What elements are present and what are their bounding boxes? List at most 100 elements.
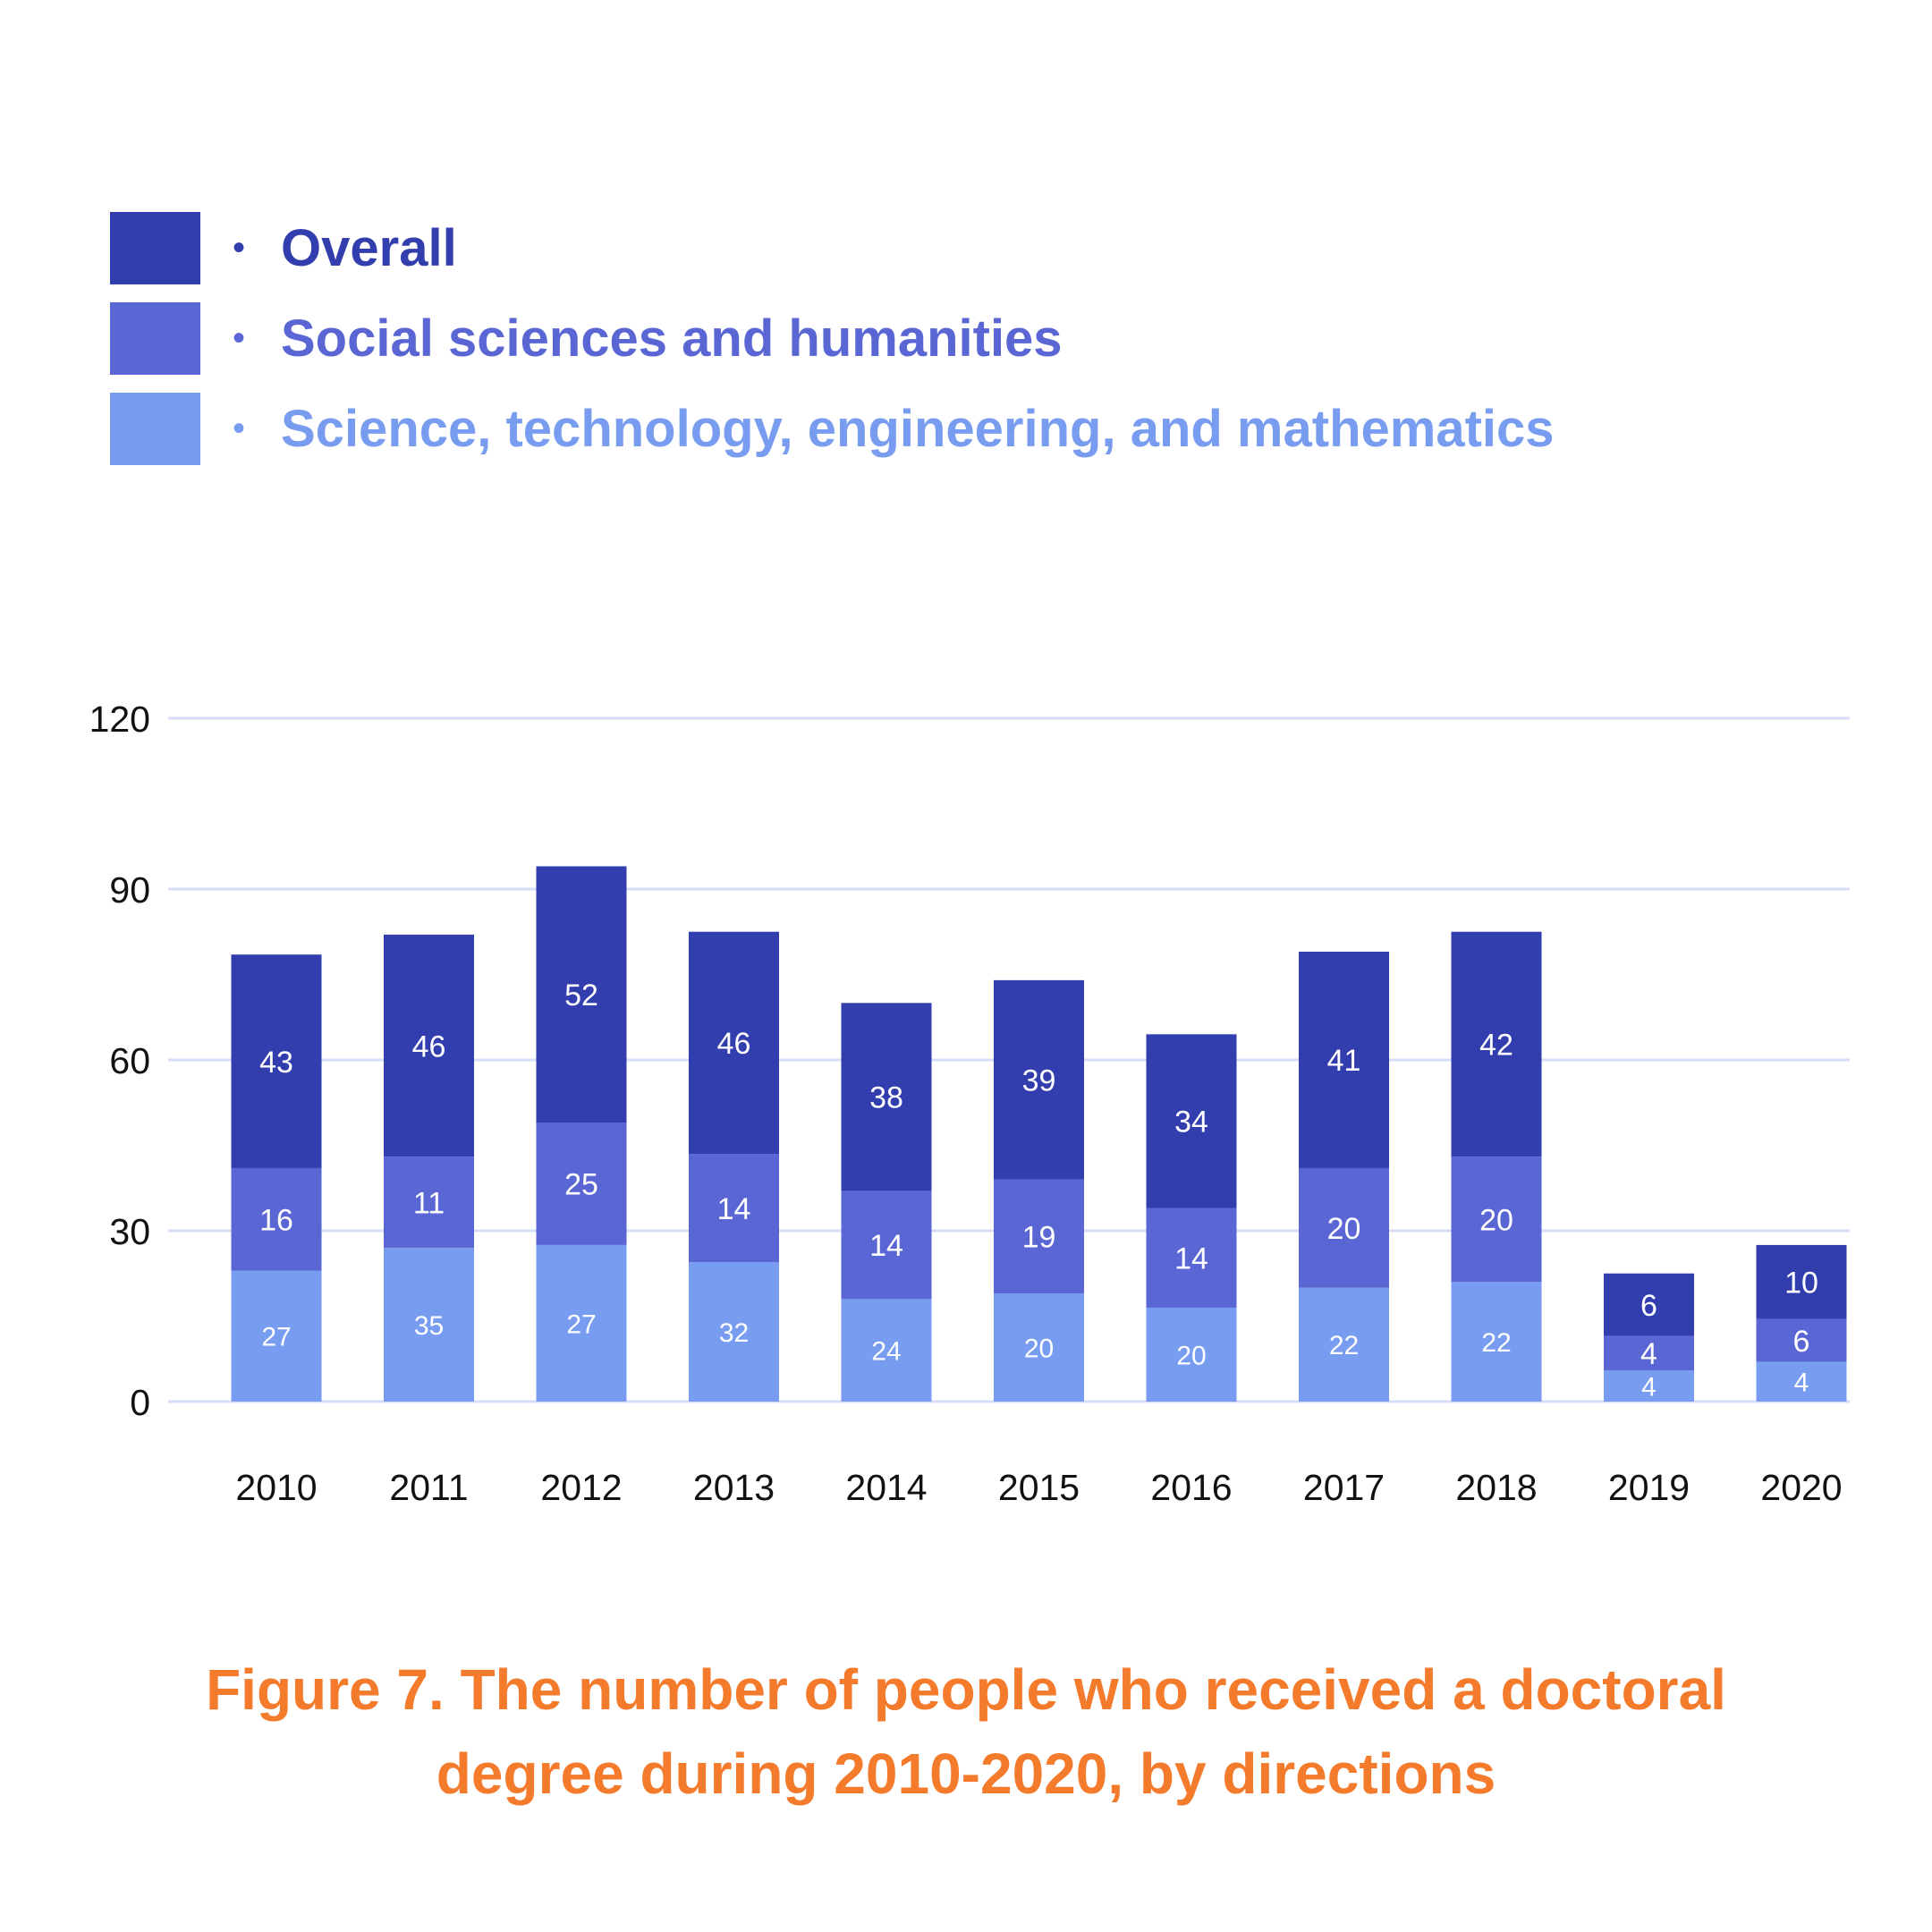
bar-segment-stem	[1604, 1369, 1694, 1402]
x-tick-label: 2015	[998, 1467, 1080, 1508]
data-label: 14	[717, 1192, 751, 1226]
bar-segment-stem	[536, 1244, 627, 1402]
bar-segment-stem	[1756, 1361, 1847, 1402]
bar-segment-overall	[1604, 1273, 1694, 1336]
bar-segment-stem	[1451, 1282, 1542, 1402]
x-tick-label: 2020	[1760, 1467, 1842, 1508]
caption-line-2: degree during 2010-2020, by directions	[436, 1741, 1496, 1806]
data-label: 20	[1327, 1212, 1361, 1246]
legend-item-social-sciences: • Social sciences and humanities	[110, 293, 1555, 384]
data-label: 46	[412, 1030, 446, 1063]
legend-bullet: •	[233, 409, 246, 448]
bar-segment-stem	[1146, 1307, 1237, 1402]
y-tick-label: 60	[109, 1040, 150, 1081]
data-label: 43	[259, 1046, 293, 1080]
bar-segment-social-sciences	[1756, 1318, 1847, 1362]
data-label: 20	[1176, 1341, 1206, 1370]
y-tick-label: 90	[109, 869, 150, 911]
x-tick-label: 2017	[1303, 1467, 1385, 1508]
bar-segment-overall	[384, 934, 474, 1157]
bar-segment-overall	[841, 1003, 932, 1191]
x-tick-label: 2013	[693, 1467, 775, 1508]
bar-segment-social-sciences	[1146, 1208, 1237, 1308]
x-tick-label: 2012	[540, 1467, 622, 1508]
data-label: 20	[1479, 1203, 1513, 1237]
bar-segment-social-sciences	[841, 1191, 932, 1300]
bars	[231, 866, 1847, 1402]
legend-item-stem: • Science, technology, engineering, and …	[110, 384, 1555, 474]
data-label: 41	[1327, 1044, 1361, 1078]
data-label: 35	[414, 1311, 444, 1341]
legend-bullet: •	[233, 318, 246, 358]
bar-segment-stem	[1299, 1287, 1389, 1402]
data-label: 24	[871, 1336, 901, 1366]
x-tick-label: 2018	[1455, 1467, 1537, 1508]
data-label: 14	[869, 1229, 903, 1263]
bar-segment-overall	[536, 866, 627, 1123]
bar-segment-social-sciences	[689, 1154, 779, 1263]
data-label: 22	[1329, 1331, 1359, 1360]
data-label: 10	[1784, 1267, 1818, 1301]
data-label: 46	[717, 1027, 751, 1061]
legend-bullet: •	[233, 228, 246, 267]
data-label: 27	[261, 1323, 291, 1352]
data-label: 20	[1024, 1334, 1054, 1363]
legend-label-stem: Science, technology, engineering, and ma…	[281, 400, 1555, 458]
bar-segment-social-sciences	[1299, 1167, 1389, 1288]
data-label: 4	[1640, 1337, 1657, 1371]
bar-segment-social-sciences	[384, 1157, 474, 1249]
bar-segment-overall	[689, 931, 779, 1155]
legend-label-social-sciences: Social sciences and humanities	[281, 309, 1063, 368]
legend-swatch-social-sciences	[110, 302, 200, 375]
y-tick-label: 30	[109, 1211, 150, 1252]
bar-segment-overall	[994, 979, 1084, 1180]
x-axis-ticks: 2010 2011 2012 2013 2014 2015 2016 2017 2018 2019…	[235, 1467, 1842, 1508]
bar-segment-overall	[1146, 1034, 1237, 1208]
x-tick-label: 2014	[845, 1467, 927, 1508]
caption-line-1: Figure 7. The number of people who recei…	[206, 1657, 1726, 1722]
data-label: 22	[1481, 1328, 1511, 1358]
bar-segment-stem	[841, 1299, 932, 1402]
legend-label-overall: Overall	[281, 219, 457, 277]
data-label: 42	[1479, 1029, 1513, 1063]
data-label: 4	[1794, 1368, 1809, 1398]
data-label: 39	[1022, 1064, 1056, 1098]
bar-segment-overall	[231, 954, 322, 1168]
data-label: 19	[1022, 1221, 1056, 1255]
x-tick-label: 2016	[1150, 1467, 1232, 1508]
x-tick-label: 2019	[1608, 1467, 1690, 1508]
bar-segment-stem	[689, 1262, 779, 1402]
x-tick-label: 2011	[389, 1467, 468, 1508]
legend-swatch-stem	[110, 393, 200, 465]
data-label: 6	[1640, 1289, 1657, 1323]
data-label: 52	[564, 979, 598, 1013]
data-labels: 2716433511462725523214462414382019392014…	[259, 979, 1818, 1402]
legend: • Overall • Social sciences and humaniti…	[110, 203, 1555, 474]
y-tick-label: 0	[130, 1382, 150, 1423]
data-label: 11	[413, 1186, 445, 1220]
data-label: 38	[869, 1081, 903, 1115]
legend-swatch-overall	[110, 212, 200, 284]
data-label: 34	[1174, 1106, 1208, 1140]
bar-segment-stem	[384, 1248, 474, 1402]
legend-item-overall: • Overall	[110, 203, 1555, 293]
bar-segment-social-sciences	[1604, 1335, 1694, 1370]
bar-segment-stem	[231, 1270, 322, 1402]
bar-segment-overall	[1756, 1244, 1847, 1319]
x-tick-label: 2010	[235, 1467, 317, 1508]
data-label: 25	[564, 1168, 598, 1202]
bar-segment-social-sciences	[536, 1123, 627, 1245]
y-axis-ticks: 0 30 60 90 120	[89, 699, 150, 1423]
bar-segment-social-sciences	[231, 1167, 322, 1271]
data-label: 32	[719, 1318, 749, 1348]
bar-segment-stem	[994, 1293, 1084, 1402]
bar-segment-overall	[1299, 952, 1389, 1168]
data-label: 6	[1793, 1325, 1810, 1359]
data-label: 16	[259, 1203, 293, 1237]
data-label: 4	[1641, 1372, 1657, 1402]
data-label: 27	[566, 1309, 596, 1339]
bar-segment-social-sciences	[1451, 1157, 1542, 1283]
bar-segment-overall	[1451, 931, 1542, 1157]
bar-segment-social-sciences	[994, 1179, 1084, 1294]
